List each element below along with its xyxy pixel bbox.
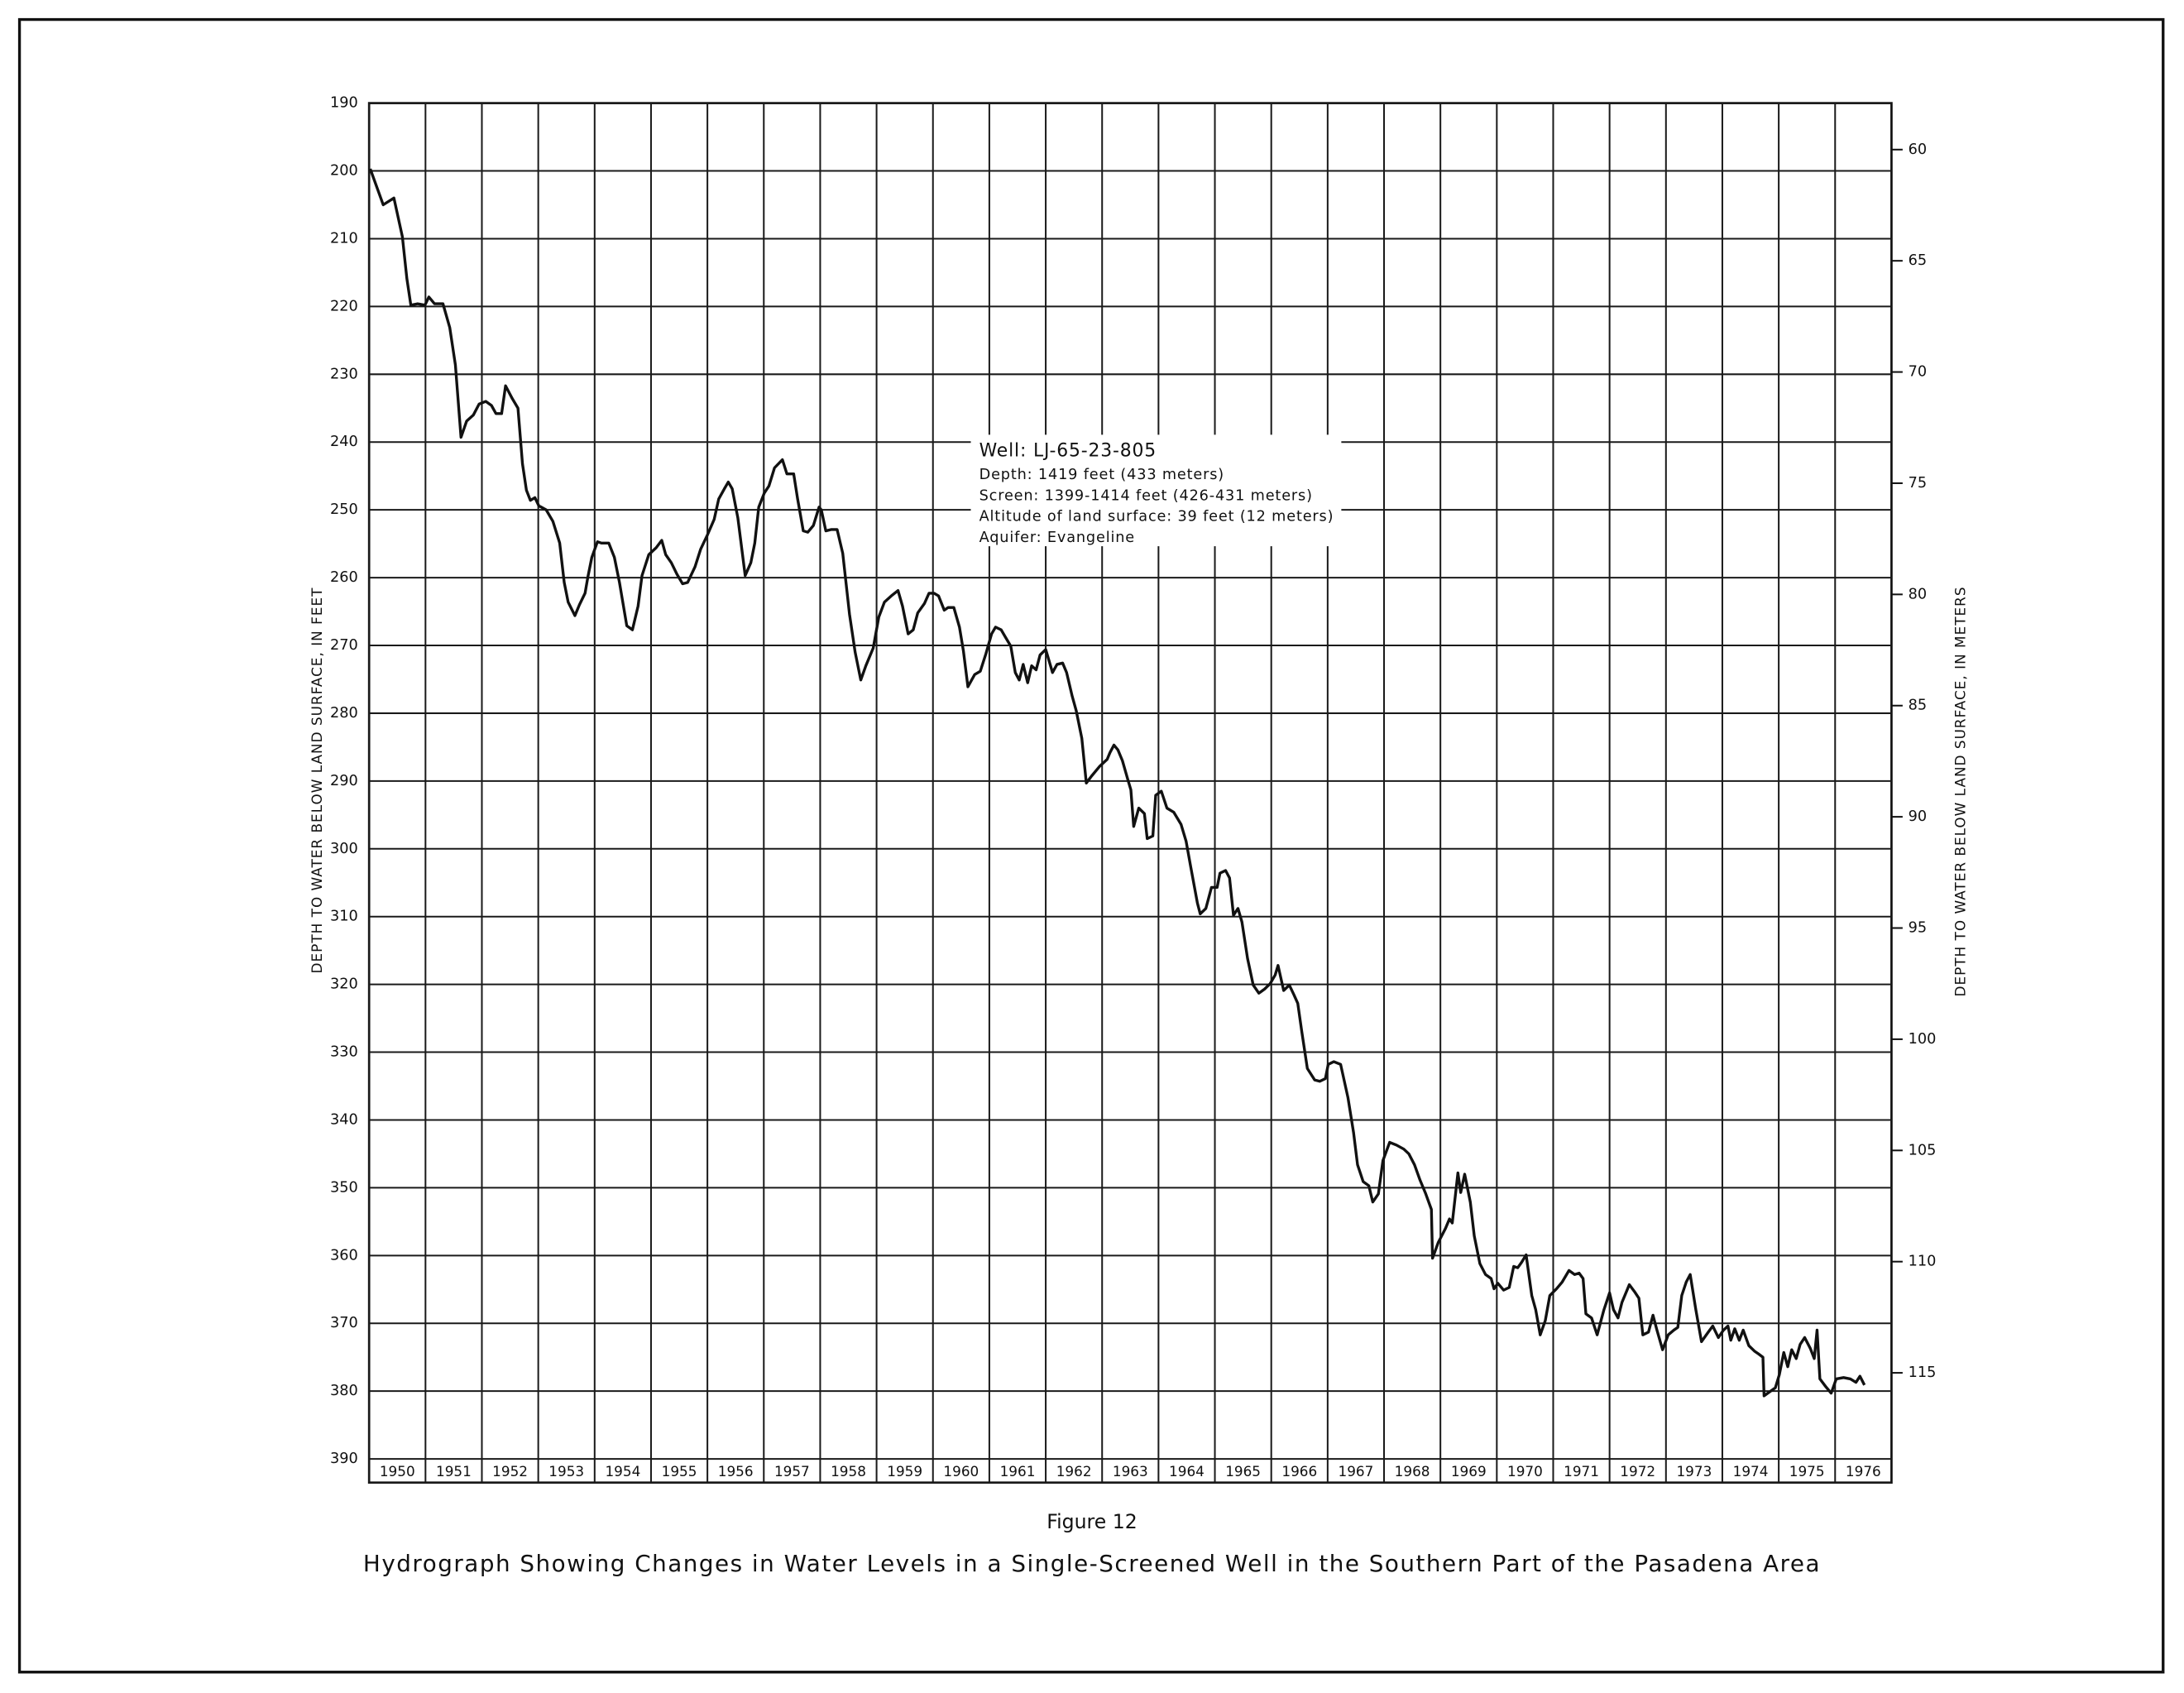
x-tick-label: 1954 (605, 1463, 640, 1480)
chart-title: Hydrograph Showing Changes in Water Leve… (363, 1550, 1821, 1577)
y-tick-label: 280 (330, 705, 358, 722)
x-tick-label: 1970 (1507, 1463, 1543, 1480)
y2-tick-label: 65 (1909, 252, 1927, 269)
x-tick-label: 1972 (1620, 1463, 1655, 1480)
page-frame (17, 17, 2165, 1674)
y2-axis-label: DEPTH TO WATER BELOW LAND SURFACE, IN ME… (1952, 586, 1969, 996)
figure-number: Figure 12 (1046, 1510, 1137, 1533)
y2-tick-label: 115 (1909, 1364, 1937, 1381)
annotation: Well: LJ-65-23-805 (979, 441, 1157, 462)
x-tick-label: 1971 (1564, 1463, 1599, 1480)
y-tick-label: 300 (330, 841, 358, 857)
x-tick-label: 1957 (774, 1463, 810, 1480)
x-tick-label: 1956 (718, 1463, 754, 1480)
x-tick-label: 1952 (492, 1463, 528, 1480)
x-tick-label: 1969 (1451, 1463, 1487, 1480)
x-tick-label: 1953 (548, 1463, 584, 1480)
y-tick-label: 210 (330, 230, 358, 247)
x-tick-label: 1959 (887, 1463, 922, 1480)
y-tick-label: 390 (330, 1451, 358, 1467)
y-tick-label: 330 (330, 1044, 358, 1061)
annotation: Aquifer: Evangeline (979, 530, 1135, 546)
y-tick-label: 380 (330, 1383, 358, 1399)
y2-tick-label: 90 (1909, 808, 1927, 825)
y2-tick-label: 75 (1909, 475, 1927, 492)
x-tick-label: 1968 (1395, 1463, 1430, 1480)
x-tick-label: 1965 (1225, 1463, 1261, 1480)
x-tick-label: 1973 (1676, 1463, 1712, 1480)
annotation: Screen: 1399-1414 feet (426-431 meters) (979, 487, 1313, 504)
hydrograph-line (368, 168, 1866, 1398)
y-tick-label: 260 (330, 569, 358, 586)
x-tick-label: 1974 (1733, 1463, 1769, 1480)
x-tick-label: 1951 (436, 1463, 472, 1480)
x-tick-label: 1963 (1113, 1463, 1148, 1480)
x-tick-label: 1967 (1339, 1463, 1374, 1480)
x-tick-label: 1975 (1789, 1463, 1825, 1480)
x-tick-label: 1950 (380, 1463, 415, 1480)
y-tick-label: 360 (330, 1247, 358, 1264)
y2-tick-label: 60 (1909, 141, 1927, 158)
y2-tick-label: 105 (1909, 1142, 1937, 1158)
annotation: Altitude of land surface: 39 feet (12 me… (979, 509, 1334, 525)
y-tick-label: 350 (330, 1179, 358, 1196)
y-tick-label: 340 (330, 1111, 358, 1128)
y-tick-label: 230 (330, 366, 358, 382)
x-tick-label: 1960 (943, 1463, 979, 1480)
x-tick-label: 1964 (1169, 1463, 1205, 1480)
annotation: Depth: 1419 feet (433 meters) (979, 467, 1224, 483)
y-tick-label: 220 (330, 298, 358, 314)
y-axis-label: DEPTH TO WATER BELOW LAND SURFACE, IN FE… (309, 588, 325, 974)
x-tick-label: 1961 (1000, 1463, 1036, 1480)
y2-tick-label: 85 (1909, 698, 1927, 714)
annotation-background (970, 434, 1342, 547)
x-tick-label: 1966 (1281, 1463, 1317, 1480)
y-tick-label: 270 (330, 637, 358, 654)
y-tick-label: 190 (330, 95, 358, 112)
x-tick-label: 1958 (831, 1463, 866, 1480)
y2-tick-label: 70 (1909, 364, 1927, 381)
y-tick-label: 240 (330, 434, 358, 450)
y2-tick-label: 110 (1909, 1254, 1937, 1270)
y2-tick-label: 95 (1909, 920, 1927, 937)
y-tick-label: 200 (330, 163, 358, 180)
y-tick-label: 320 (330, 976, 358, 993)
y2-tick-label: 80 (1909, 586, 1927, 602)
x-tick-label: 1976 (1846, 1463, 1881, 1480)
y-tick-label: 290 (330, 773, 358, 789)
y2-tick-label: 100 (1909, 1031, 1937, 1048)
y-tick-label: 250 (330, 501, 358, 518)
x-tick-label: 1962 (1056, 1463, 1092, 1480)
y-tick-label: 370 (330, 1315, 358, 1331)
y-tick-label: 310 (330, 909, 358, 925)
x-tick-label: 1955 (662, 1463, 697, 1480)
